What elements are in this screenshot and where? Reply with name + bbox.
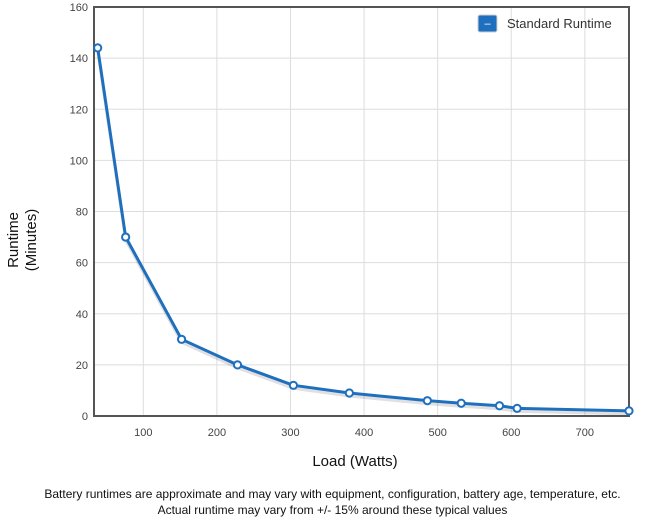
- legend-label[interactable]: Standard Runtime: [507, 16, 612, 31]
- x-tick-label: 200: [208, 427, 226, 439]
- y-tick-label: 100: [70, 155, 88, 167]
- data-point[interactable]: [344, 388, 354, 398]
- footer-disclaimer-line-2: Actual runtime may vary from +/- 15% aro…: [157, 503, 508, 517]
- data-point[interactable]: [232, 360, 243, 370]
- data-point[interactable]: [512, 403, 522, 413]
- y-tick-label: 80: [76, 207, 88, 219]
- x-tick-label: 400: [355, 427, 373, 439]
- x-tick-label: 600: [502, 427, 520, 439]
- x-tick-label: 500: [428, 427, 446, 439]
- data-point[interactable]: [93, 43, 103, 53]
- y-tick-label: 40: [76, 309, 88, 321]
- grid-lines: [94, 7, 629, 416]
- data-point[interactable]: [176, 334, 187, 344]
- y-tick-label: 20: [76, 360, 88, 372]
- x-tick-label: 700: [576, 427, 594, 439]
- plot-area-border: [93, 6, 630, 417]
- y-tick-label: 0: [82, 411, 88, 423]
- runtime-chart-svg: 0 20 40 60 80 100 120 140 160 100 200 300 400 500 600 7…: [5, 2, 634, 470]
- data-point[interactable]: [456, 398, 466, 408]
- y-axis-title-line-1: Runtime: [5, 212, 22, 268]
- x-axis-title: Load (Watts): [312, 453, 397, 470]
- y-tick-label: 60: [76, 258, 88, 270]
- data-point[interactable]: [288, 380, 299, 390]
- y-axis-title-line-2: (Minutes): [23, 209, 40, 272]
- series-standard-runtime: [93, 43, 634, 416]
- data-point[interactable]: [494, 401, 505, 411]
- y-tick-label: 120: [70, 104, 88, 116]
- legend-swatch[interactable]: [477, 14, 498, 33]
- footer-disclaimer-line-1: Battery runtimes are approximate and may…: [44, 487, 621, 501]
- series-line-shadow: [96, 49, 631, 416]
- data-point[interactable]: [121, 232, 131, 242]
- x-tick-label: 100: [134, 427, 152, 439]
- y-tick-label: 160: [70, 2, 88, 14]
- legend[interactable]: – Standard Runtime: [477, 14, 612, 33]
- series-line: [96, 46, 631, 413]
- data-point[interactable]: [624, 406, 634, 416]
- data-point[interactable]: [422, 396, 432, 406]
- axis-ticks: 0 20 40 60 80 100 120 140 160 100 200 300 400 500 600 7…: [70, 2, 594, 439]
- x-tick-label: 300: [281, 427, 299, 439]
- y-tick-label: 140: [70, 53, 88, 65]
- minus-icon: –: [484, 18, 491, 30]
